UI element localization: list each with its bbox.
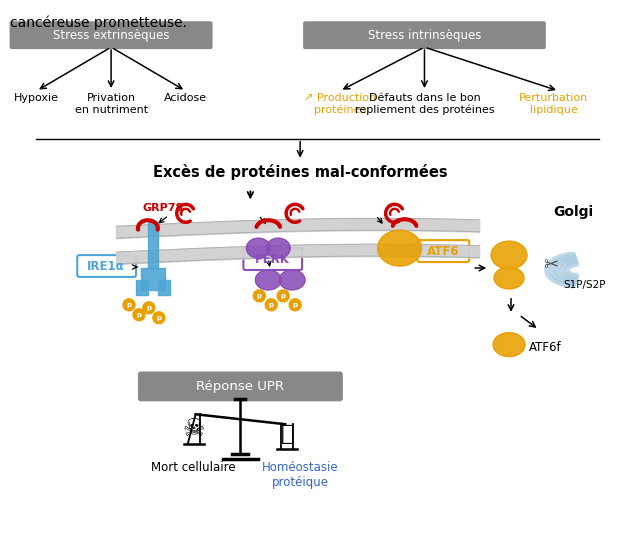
Text: p: p bbox=[156, 315, 161, 321]
Text: Homéostasie
protéique: Homéostasie protéique bbox=[262, 461, 338, 489]
Text: Excès de protéines mal-conformées: Excès de protéines mal-conformées bbox=[153, 163, 447, 180]
Text: ATF6: ATF6 bbox=[427, 245, 460, 258]
FancyBboxPatch shape bbox=[417, 240, 469, 262]
Text: Défauts dans le bon
repliement des protéines: Défauts dans le bon repliement des proté… bbox=[354, 93, 494, 115]
Circle shape bbox=[277, 290, 289, 302]
Text: p: p bbox=[293, 302, 298, 308]
Circle shape bbox=[153, 312, 165, 324]
Text: Acidose: Acidose bbox=[164, 93, 207, 103]
Text: ATF6f: ATF6f bbox=[529, 341, 562, 354]
Text: Mort cellulaire: Mort cellulaire bbox=[152, 461, 236, 474]
Polygon shape bbox=[494, 267, 524, 289]
Text: p: p bbox=[146, 305, 152, 311]
Text: Golgi: Golgi bbox=[553, 205, 594, 219]
Text: S1P/S2P: S1P/S2P bbox=[564, 280, 606, 290]
Polygon shape bbox=[256, 270, 281, 290]
Text: PERK: PERK bbox=[255, 253, 290, 266]
FancyBboxPatch shape bbox=[77, 255, 136, 277]
Text: ⛨: ⛨ bbox=[281, 424, 294, 444]
Text: p: p bbox=[126, 302, 132, 308]
Text: Hypoxie: Hypoxie bbox=[14, 93, 59, 103]
Text: p: p bbox=[136, 312, 141, 318]
Circle shape bbox=[265, 299, 277, 311]
Circle shape bbox=[123, 299, 135, 311]
Text: GRP78: GRP78 bbox=[142, 203, 184, 213]
Text: Stress intrinsèques: Stress intrinsèques bbox=[368, 29, 481, 42]
Circle shape bbox=[143, 302, 155, 314]
Text: p: p bbox=[269, 302, 274, 308]
FancyBboxPatch shape bbox=[10, 21, 213, 49]
FancyBboxPatch shape bbox=[138, 372, 343, 401]
Polygon shape bbox=[493, 333, 525, 357]
Polygon shape bbox=[377, 230, 422, 266]
Text: ↗ Production
protéines: ↗ Production protéines bbox=[304, 93, 376, 115]
Text: Privation
en nutriment: Privation en nutriment bbox=[74, 93, 148, 115]
Text: p: p bbox=[281, 293, 286, 299]
Text: Perturbation
lipidique: Perturbation lipidique bbox=[519, 93, 589, 115]
Text: cancéreuse prometteuse.: cancéreuse prometteuse. bbox=[10, 15, 187, 30]
Text: ☠: ☠ bbox=[182, 417, 205, 441]
Text: ✂: ✂ bbox=[543, 256, 559, 274]
Circle shape bbox=[289, 299, 301, 311]
Circle shape bbox=[133, 309, 145, 321]
Text: IRE1α: IRE1α bbox=[87, 260, 125, 273]
Polygon shape bbox=[279, 270, 305, 290]
Polygon shape bbox=[491, 241, 527, 269]
Polygon shape bbox=[266, 238, 290, 258]
FancyBboxPatch shape bbox=[243, 248, 302, 270]
Text: Réponse UPR: Réponse UPR bbox=[196, 380, 284, 393]
Circle shape bbox=[254, 290, 265, 302]
Polygon shape bbox=[247, 238, 270, 258]
FancyBboxPatch shape bbox=[303, 21, 546, 49]
Text: p: p bbox=[257, 293, 262, 299]
Text: Stress extrinsèques: Stress extrinsèques bbox=[53, 29, 169, 42]
